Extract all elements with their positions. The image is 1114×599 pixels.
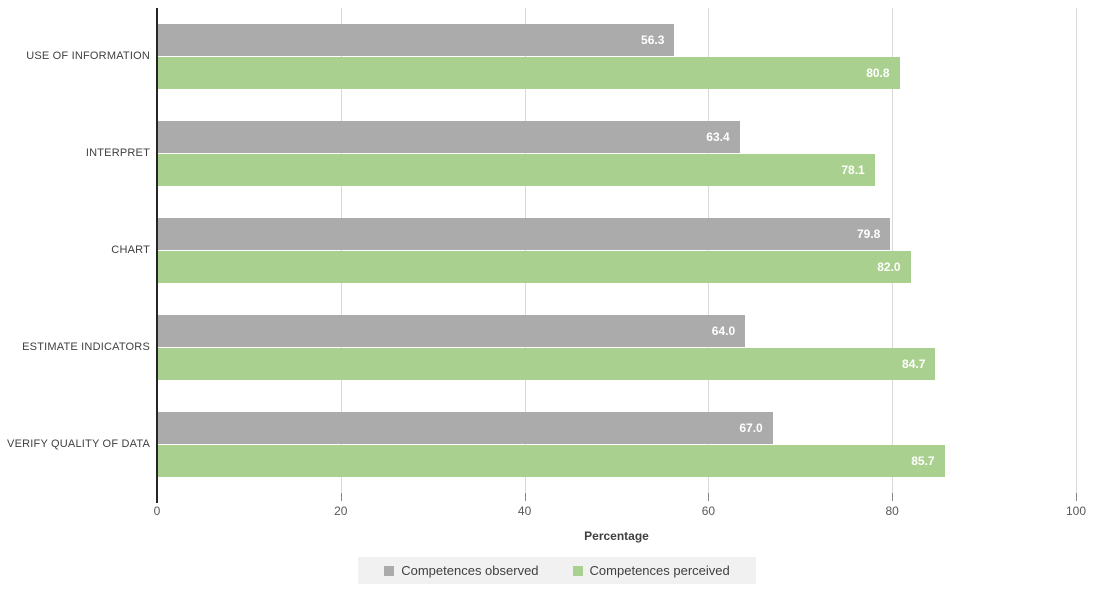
x-tick-label: 80 — [885, 504, 899, 518]
category-labels: USE OF INFORMATION INTERPRET CHART ESTIMATE… — [0, 8, 150, 493]
bar-competences-perceived: 80.8 — [157, 57, 900, 89]
gridline-60 — [708, 8, 710, 493]
bar-competences-observed: 63.4 — [157, 121, 740, 153]
bar-group: 79.8 82.0 — [157, 202, 1076, 299]
bar-competences-observed: 56.3 — [157, 24, 675, 56]
x-tick-label: 60 — [701, 504, 716, 518]
bar-value-label: 64.0 — [711, 324, 736, 338]
bar-value-label: 84.7 — [902, 357, 926, 371]
x-tick-label: 100 — [1065, 504, 1087, 518]
bar-competences-observed: 64.0 — [157, 315, 746, 347]
category-label: USE OF INFORMATION — [26, 50, 150, 63]
legend-label-observed: Competences observed — [401, 563, 539, 578]
bar-value-label: 56.3 — [641, 33, 665, 47]
category-label: INTERPRET — [85, 147, 150, 160]
x-tick-mark — [340, 493, 342, 501]
gridline-80 — [892, 8, 894, 493]
bar-competences-perceived: 78.1 — [157, 154, 875, 186]
y-axis-line — [156, 8, 158, 503]
gridline-100 — [1076, 8, 1077, 493]
bar-group: 63.4 78.1 — [157, 105, 1076, 202]
bar-groups-container: 56.3 80.8 63.4 78.1 79.8 82.0 64.0 84.7 67.0 85.7 — [157, 8, 1076, 493]
bar-value-label: 80.8 — [866, 66, 890, 80]
x-axis: 0 20 40 60 80 100 — [153, 493, 1086, 525]
bar-competences-perceived: 84.7 — [157, 348, 936, 380]
category-label: CHART — [111, 244, 150, 257]
bar-value-label: 82.0 — [877, 260, 901, 274]
x-tick-label: 0 — [153, 504, 161, 518]
gridline-40 — [524, 8, 526, 493]
legend-item-perceived: Competences perceived — [572, 563, 730, 578]
bar-value-label: 67.0 — [739, 421, 763, 435]
legend-label-perceived: Competences perceived — [589, 563, 730, 578]
gridline-20 — [340, 8, 342, 493]
x-axis-title: Percentage — [584, 529, 649, 543]
plot-area: 56.3 80.8 63.4 78.1 79.8 82.0 64.0 84.7 67.0 85.7 — [157, 8, 1077, 493]
x-tick-mark — [524, 493, 526, 501]
category-label: ESTIMATE INDICATORS — [22, 341, 150, 354]
bar-value-label: 85.7 — [911, 454, 935, 468]
legend-box: Competences observed Competences perceiv… — [358, 557, 756, 584]
bar-competences-perceived: 85.7 — [157, 445, 945, 477]
bar-value-label: 63.4 — [706, 130, 730, 144]
legend-item-observed: Competences observed — [384, 563, 539, 578]
x-tick-mark — [708, 493, 710, 501]
x-tick-mark — [892, 493, 894, 501]
bar-value-label: 79.8 — [857, 227, 881, 241]
bar-competences-observed: 67.0 — [157, 412, 773, 444]
legend: Competences observed Competences perceiv… — [0, 557, 1114, 584]
x-tick-label: 40 — [517, 504, 532, 518]
bar-competences-observed: 79.8 — [157, 218, 891, 250]
bar-group: 64.0 84.7 — [157, 299, 1076, 396]
bar-group: 56.3 80.8 — [157, 8, 1076, 105]
bar-group: 67.0 85.7 — [157, 396, 1076, 493]
legend-swatch-perceived-icon — [572, 565, 583, 576]
legend-swatch-observed-icon — [384, 565, 395, 576]
x-tick-label: 20 — [334, 504, 348, 518]
category-label: VERIFY QUALITY OF DATA — [7, 438, 150, 451]
bar-value-label: 78.1 — [841, 163, 865, 177]
x-tick-mark — [1076, 493, 1077, 501]
bar-competences-perceived: 82.0 — [157, 251, 911, 283]
